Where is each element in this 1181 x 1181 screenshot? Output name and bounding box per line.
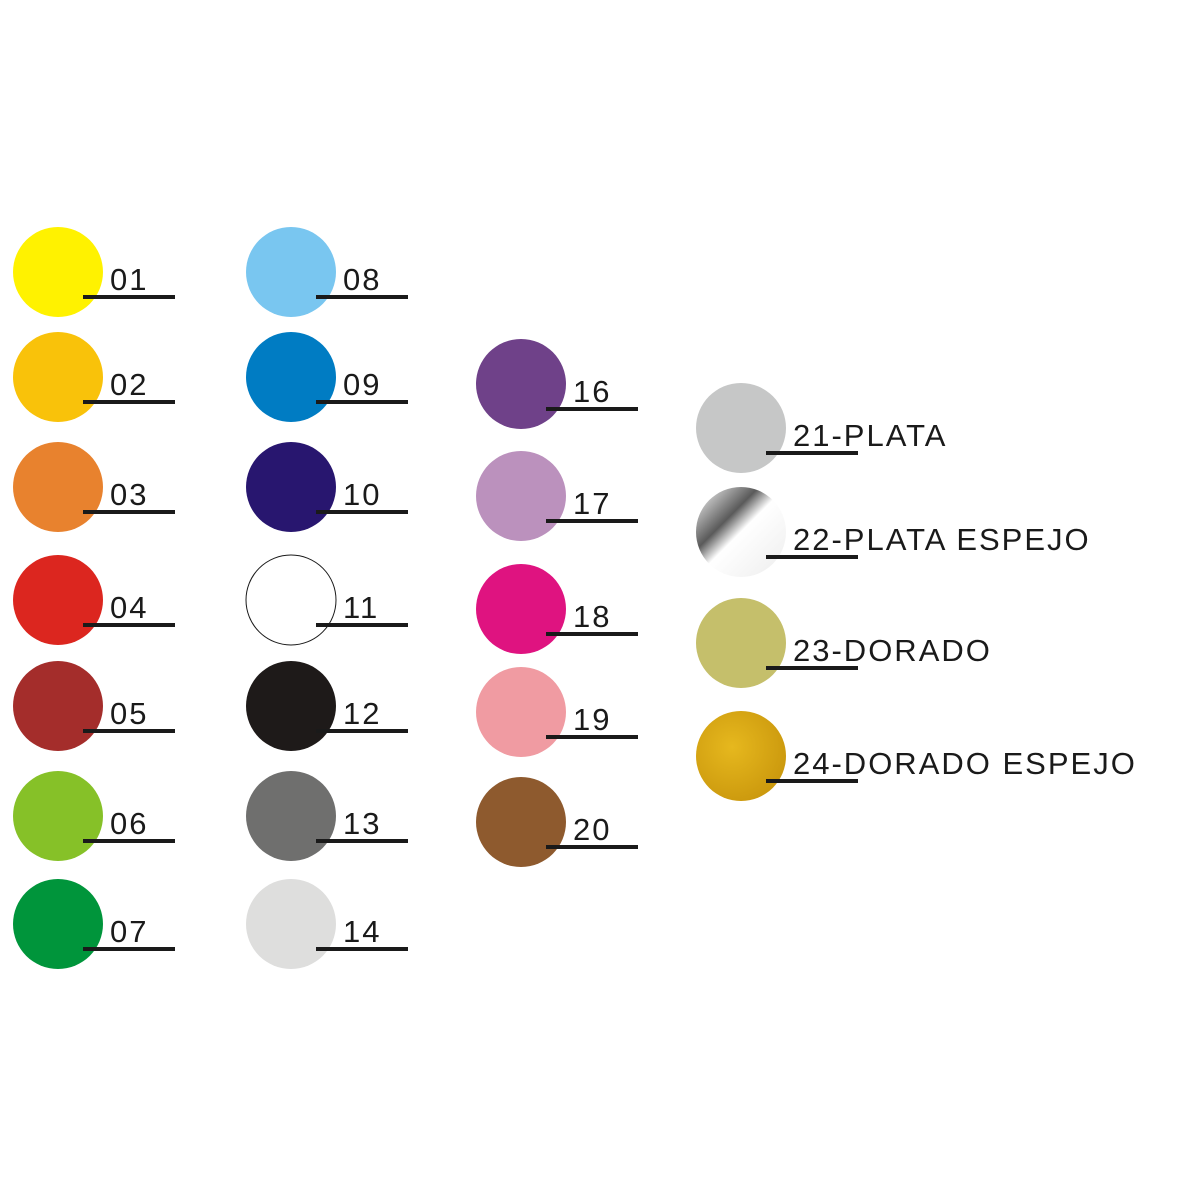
swatch-label: 18 [573,599,611,634]
color-swatch [246,879,336,969]
swatch-label: 10 [343,477,381,512]
color-swatch [246,771,336,861]
color-swatch [13,227,103,317]
color-swatch [476,339,566,429]
swatch-label: 24-DORADO ESPEJO [793,746,1137,781]
swatch-label: 23-DORADO [793,633,992,668]
color-swatch [476,564,566,654]
swatch-label: 03 [110,477,148,512]
swatch-label: 01 [110,262,148,297]
color-swatch [245,554,337,646]
color-swatch [13,332,103,422]
swatch-label: 08 [343,262,381,297]
swatch-label: 11 [343,590,379,625]
swatch-label: 17 [573,486,611,521]
color-swatch [476,451,566,541]
color-swatch [246,661,336,751]
color-swatch [476,777,566,867]
color-swatch [13,555,103,645]
color-swatch [696,711,786,801]
swatch-label: 07 [110,914,148,949]
swatch-label: 20 [573,812,611,847]
swatch-label: 22-PLATA ESPEJO [793,522,1091,557]
color-swatch [13,442,103,532]
swatch-label: 19 [573,702,611,737]
color-swatch [246,332,336,422]
color-swatch [696,598,786,688]
swatch-label: 05 [110,696,148,731]
swatch-label: 16 [573,374,611,409]
color-swatch [246,442,336,532]
color-swatch [476,667,566,757]
swatch-label: 09 [343,367,381,402]
color-swatch [696,383,786,473]
color-swatch [696,487,786,577]
color-swatch [13,771,103,861]
swatch-label: 02 [110,367,148,402]
swatch-label: 21-PLATA [793,418,947,453]
swatch-label: 12 [343,696,381,731]
color-swatch [13,879,103,969]
swatch-label: 13 [343,806,381,841]
swatch-label: 06 [110,806,148,841]
swatch-label: 14 [343,914,381,949]
color-swatch [13,661,103,751]
swatch-label: 04 [110,590,148,625]
color-swatch [246,227,336,317]
